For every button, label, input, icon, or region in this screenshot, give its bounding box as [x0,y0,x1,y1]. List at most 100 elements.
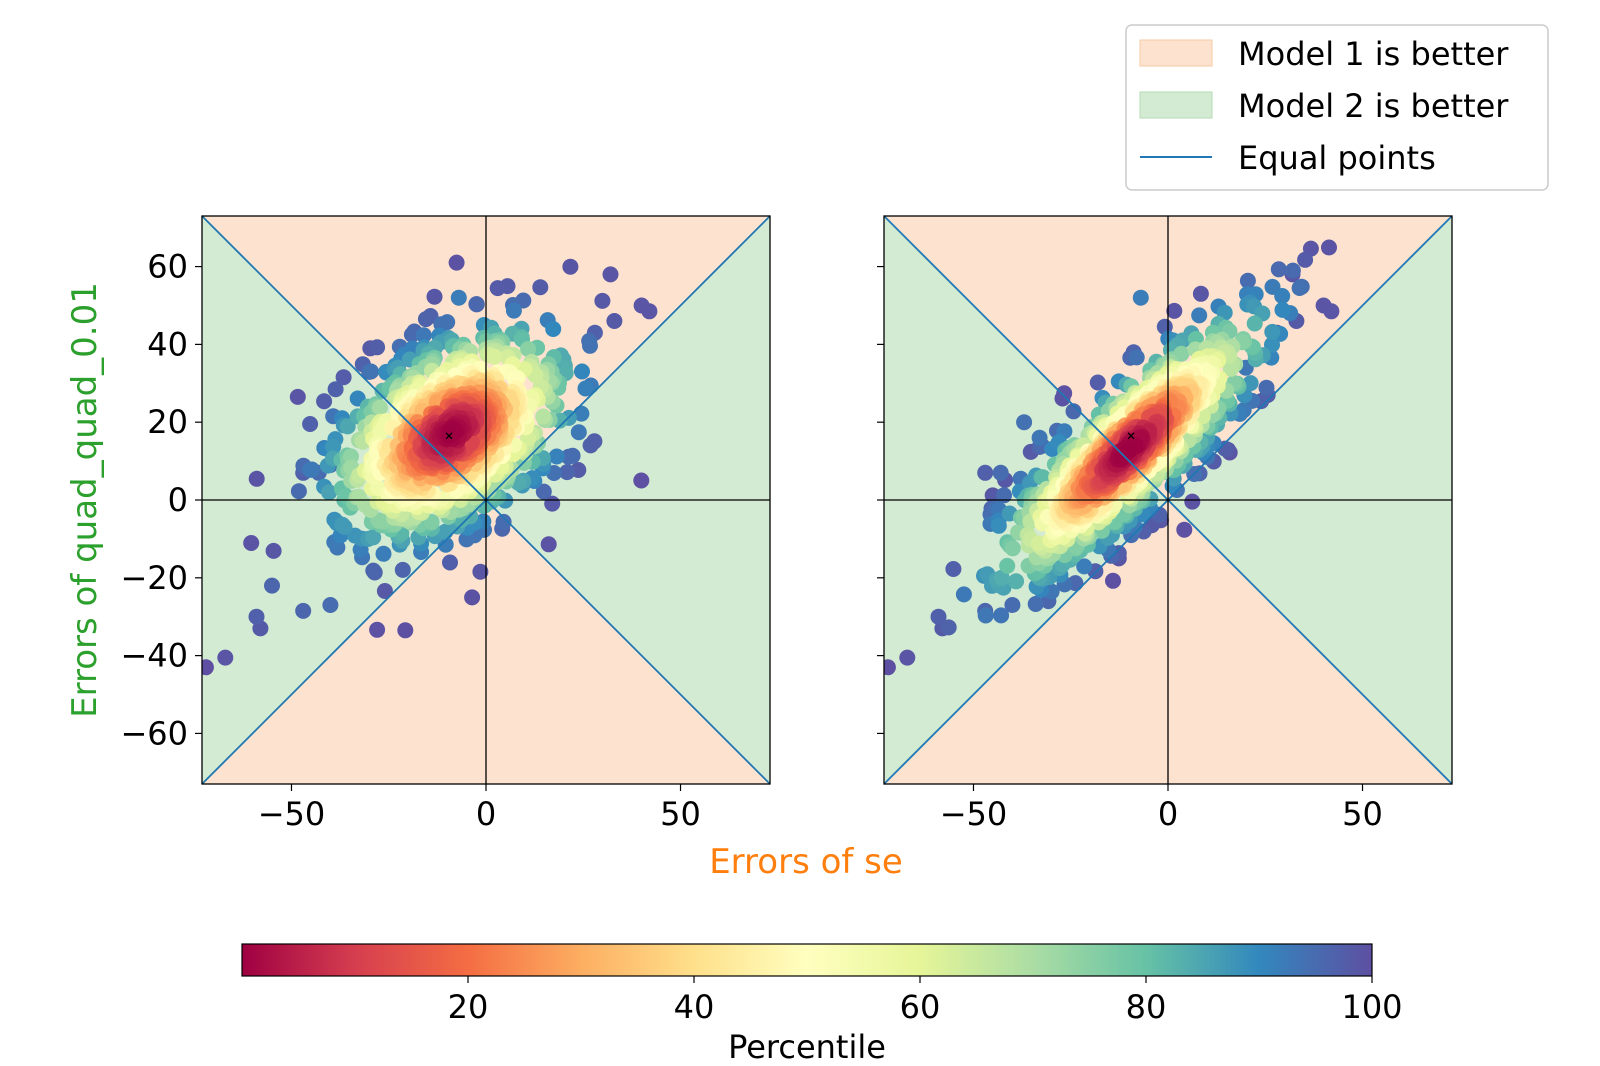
right-scatter-panel: −50 0 50 [877,215,1453,833]
left-data-point [472,563,489,580]
right-data-point [990,517,1007,534]
left-data-point [369,339,386,356]
right-data-point [1156,318,1173,335]
right-data-point [1008,573,1025,590]
left-data-point [415,327,432,344]
right-data-point [1239,272,1256,289]
left-data-point [248,470,265,487]
right-data-point [1089,374,1106,391]
legend-swatch-model1 [1139,39,1213,67]
left-y-tick-label: −60 [120,714,188,752]
left-data-point [535,408,552,425]
left-data-point [417,311,434,328]
left-data-point [202,659,214,676]
right-data-point [996,487,1012,504]
left-data-point [295,602,312,619]
left-y-tick-label: 40 [147,325,188,363]
left-data-point [264,577,280,594]
left-data-point [594,292,611,309]
right-data-point [1065,403,1082,420]
legend: Model 1 is better Model 2 is better Equa… [1125,24,1549,191]
right-data-point [1016,414,1033,431]
legend-frame [1125,24,1549,191]
right-data-point [1004,540,1021,557]
left-x-tick-label: 0 [476,795,496,833]
left-data-point [325,438,342,455]
left-y-tick-label: 60 [147,248,188,286]
left-data-point [602,266,619,283]
left-data-point [570,424,587,441]
left-data-point [426,288,443,305]
right-data-point [1274,288,1291,304]
left-data-point [633,472,650,489]
colorbar-label: Percentile [728,1028,886,1066]
right-data-point [1004,597,1021,613]
y-axis-label: Errors of quad_quad_0.01 [65,282,105,718]
left-data-point [303,461,320,478]
right-data-point [1264,323,1281,340]
left-data-point [243,535,260,551]
left-data-point [560,448,577,465]
left-data-point [365,529,382,546]
right-data-point [1031,429,1048,446]
x-axis-label: Errors of se [709,842,903,882]
right-overlay [883,215,1453,785]
right-data-point [1192,285,1209,302]
right-data-point [1054,390,1071,407]
left-data-point [468,296,485,313]
right-x-tick-label: 0 [1158,795,1178,833]
colorbar: 20 40 60 80 100 Percentile [241,943,1403,1066]
left-data-point [486,348,503,365]
left-data-point [562,258,579,275]
left-y-tick-label: −40 [120,637,188,675]
left-data-point [450,289,467,306]
left-data-point [335,369,352,386]
left-data-point [322,597,339,613]
left-data-point [439,314,456,331]
left-data-point [464,589,481,606]
left-data-point [376,583,393,599]
right-data-point [1323,303,1340,320]
colorbar-ticks: 20 40 60 80 100 [448,976,1403,1026]
left-data-point [520,341,537,357]
colorbar-tick-label: 20 [448,988,489,1026]
left-y-tick-label: −20 [120,559,188,597]
left-data-point [334,516,351,533]
left-overlay [201,215,771,785]
legend-swatch-model2 [1139,91,1213,119]
left-data-point [606,313,623,329]
left-data-point [265,542,282,559]
left-x-tick-label: 50 [660,795,701,833]
right-data-point [1291,280,1308,296]
legend-label-equal: Equal points [1238,139,1436,177]
colorbar-tick-label: 60 [900,988,941,1026]
right-data-point [1191,307,1208,324]
right-data-point [1222,360,1239,377]
left-data-point [289,388,306,405]
right-data-point [977,464,994,481]
left-data-point [574,363,590,380]
left-data-point [394,561,411,578]
left-data-point [321,484,338,501]
left-data-point [290,483,307,500]
left-data-point [316,393,333,410]
right-data-point [1027,596,1044,612]
left-data-point [582,337,598,354]
left-data-point [448,254,465,271]
right-data-point [993,607,1010,624]
left-data-point [641,303,658,320]
left-data-point [302,416,319,432]
right-data-point [1176,521,1193,538]
right-data-point [1321,239,1337,256]
left-data-point [217,649,234,666]
right-median-marker [1127,432,1135,440]
left-data-point [403,326,420,343]
right-data-point [992,464,1009,481]
right-x-tick-label: 50 [1342,795,1383,833]
left-data-point [442,554,458,571]
left-data-point [548,448,565,465]
left-data-point [365,562,382,579]
left-scatter-panel: −50 0 50 60 40 20 0 −20 −40 −60 [120,215,771,833]
colorbar-tick-label: 80 [1126,988,1167,1026]
